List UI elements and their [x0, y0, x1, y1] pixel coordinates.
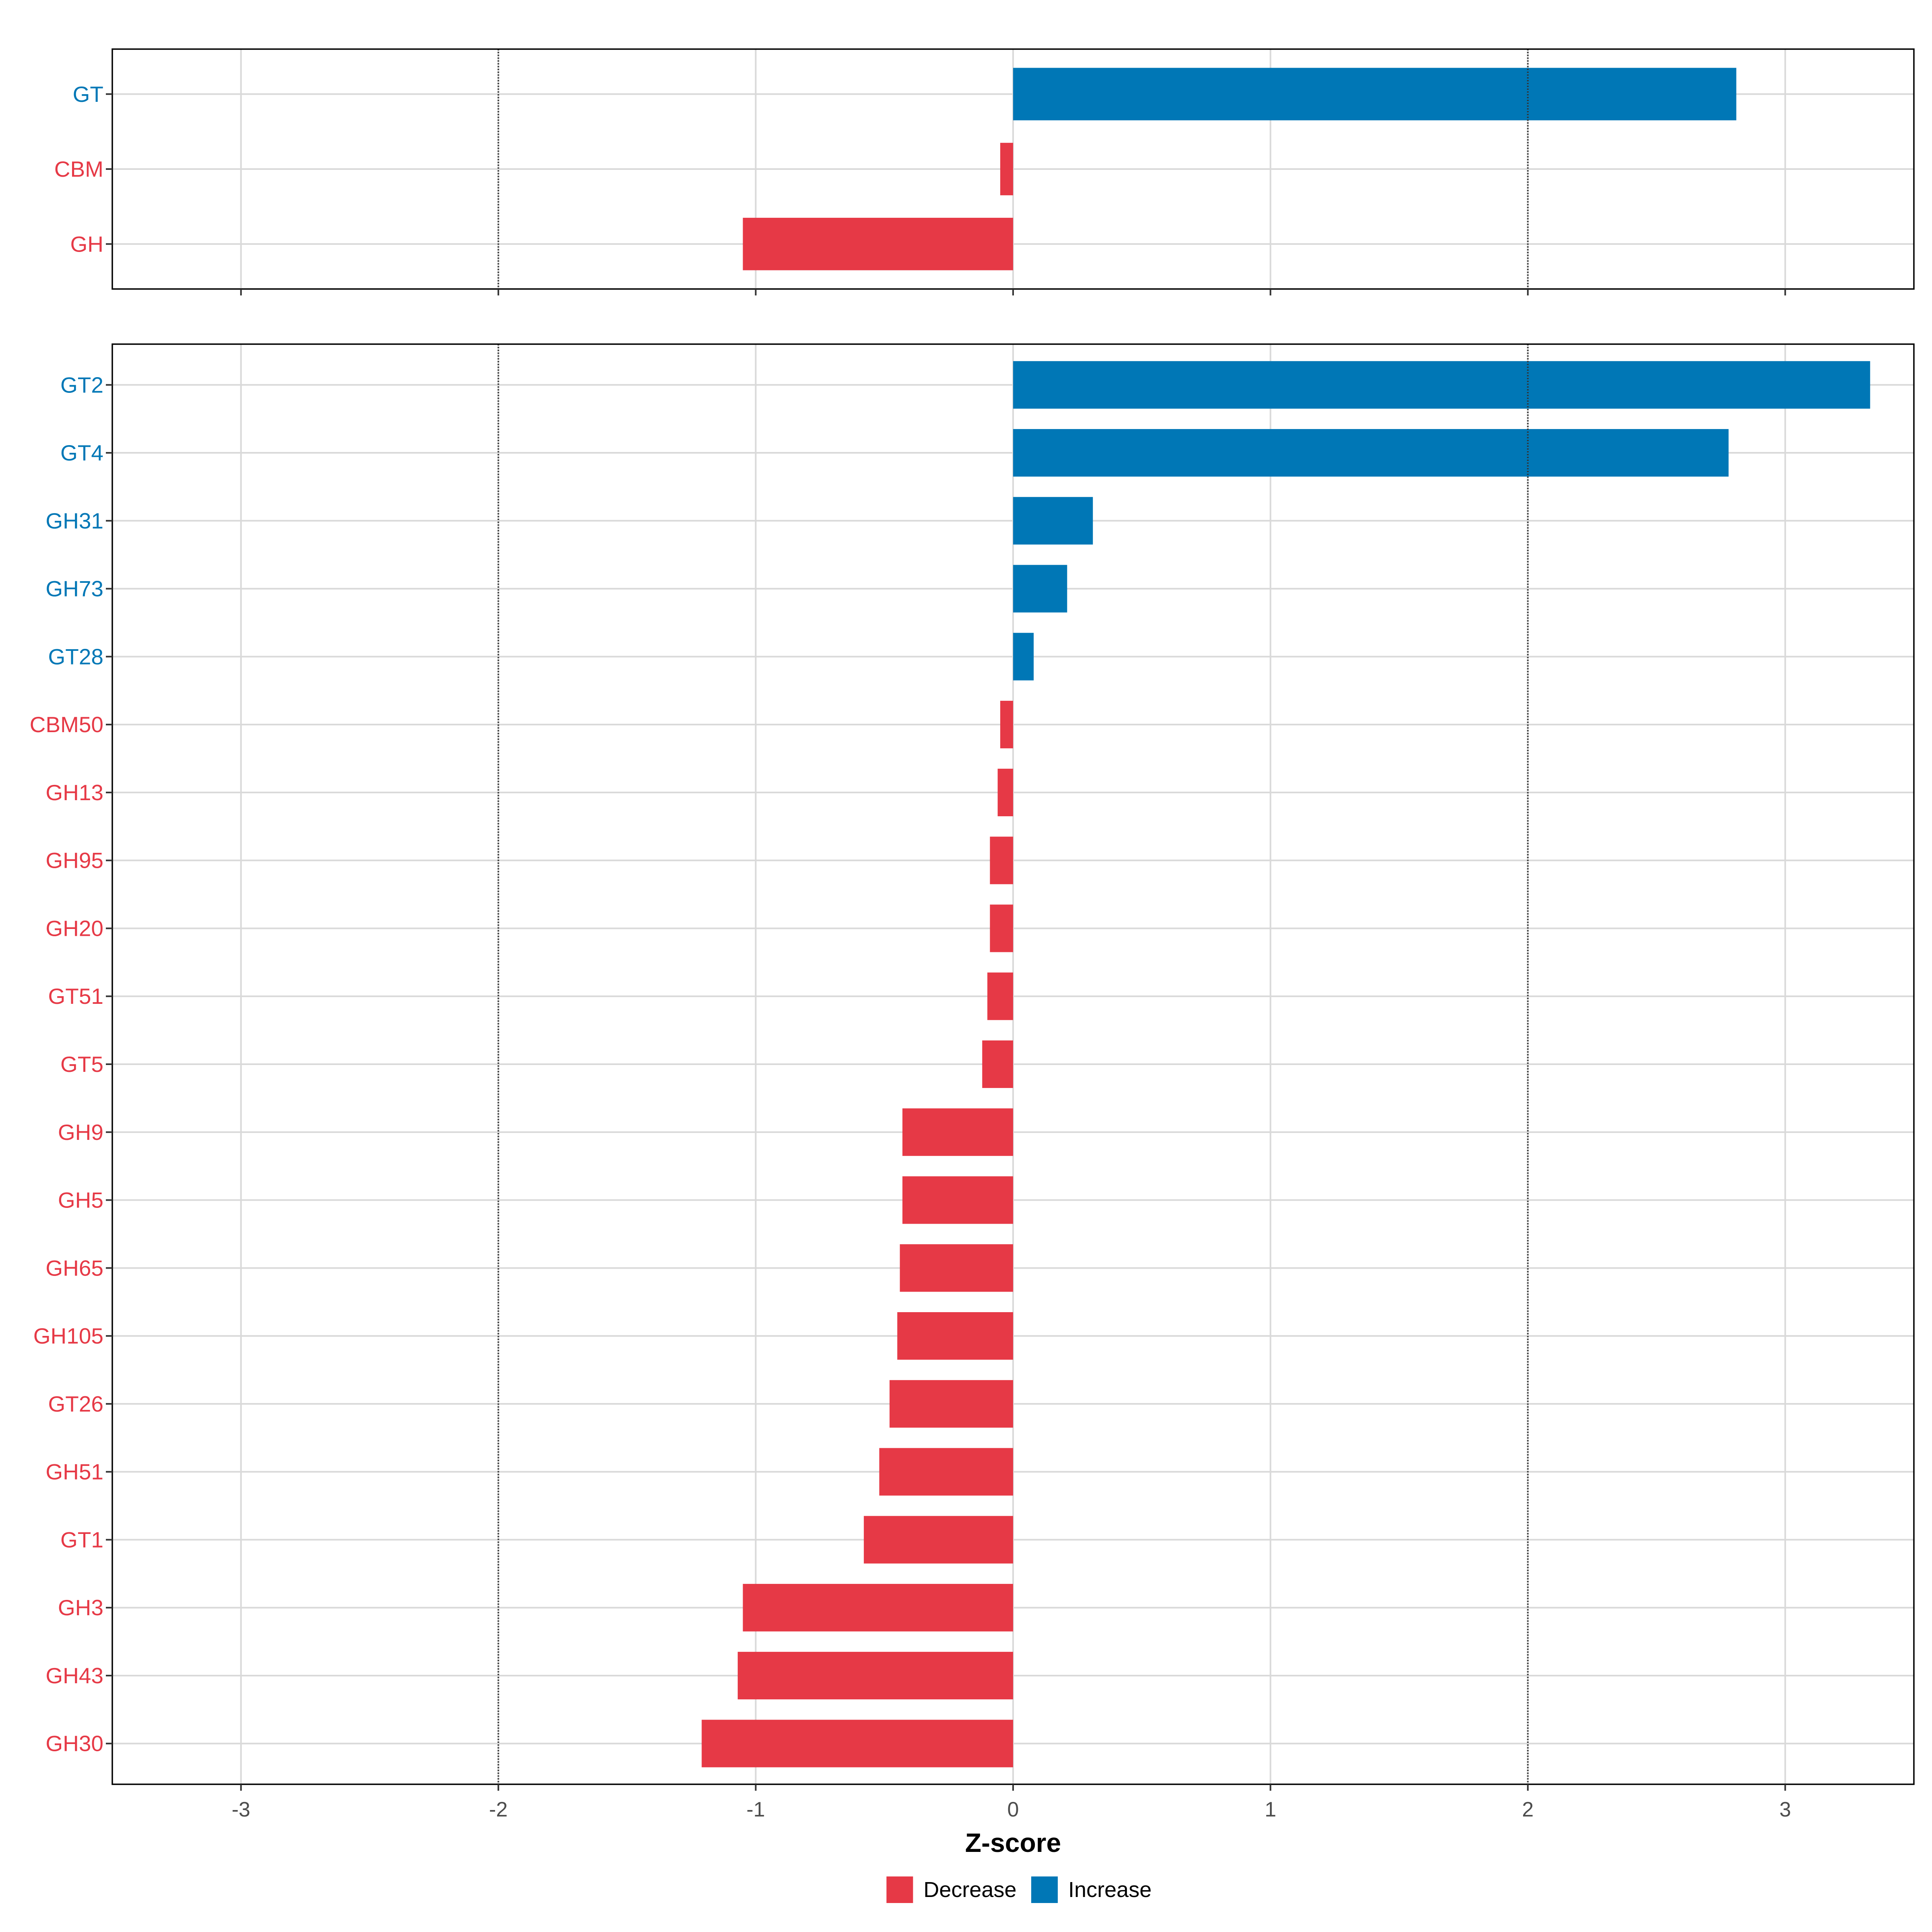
category-label: CBM: [54, 157, 103, 182]
category-label: GH9: [58, 1120, 103, 1145]
category-label: GH5: [58, 1188, 103, 1213]
bar-GH20: [990, 904, 1013, 952]
x-tick-label: 0: [1007, 1798, 1019, 1821]
bar-GH95: [990, 836, 1013, 884]
bar-GH73: [1013, 565, 1067, 613]
category-label: GT51: [48, 984, 103, 1009]
bar-GT4: [1013, 429, 1729, 477]
bar-GT26: [890, 1380, 1013, 1428]
legend-label-increase: Increase: [1068, 1878, 1152, 1902]
bar-GT2: [1013, 361, 1870, 409]
category-label: GH3: [58, 1595, 103, 1620]
bar-GH51: [879, 1448, 1013, 1496]
legend: Decrease Increase: [886, 1876, 1152, 1903]
bar-GH43: [737, 1651, 1013, 1700]
x-tick-label: -3: [232, 1798, 250, 1821]
x-axis-title: Z-score: [965, 1828, 1061, 1858]
category-label: GT1: [60, 1527, 103, 1552]
category-label: GH73: [45, 576, 103, 601]
category-label: GT5: [60, 1052, 103, 1077]
category-label: GH31: [45, 508, 103, 533]
category-label: GT26: [48, 1391, 103, 1416]
bar-GH65: [900, 1244, 1013, 1292]
bar-GH31: [1013, 497, 1093, 545]
category-label: GH65: [45, 1255, 103, 1280]
bar-GT: [1013, 68, 1736, 120]
category-label: GH13: [45, 780, 103, 805]
bar-GH3: [743, 1584, 1013, 1632]
category-label: GT28: [48, 644, 103, 669]
bar-GT5: [982, 1040, 1013, 1088]
x-tick-label: 1: [1265, 1798, 1276, 1821]
bar-GH9: [902, 1108, 1013, 1156]
bar-GH30: [702, 1719, 1013, 1767]
category-label: GH43: [45, 1663, 103, 1688]
bar-GT51: [987, 972, 1013, 1020]
category-label: GH20: [45, 916, 103, 941]
panel-bottom: GT2GT4GH31GH73GT28CBM50GH13GH95GH20GT51G…: [30, 343, 1915, 1858]
bar-GH105: [897, 1312, 1013, 1360]
bar-GH: [743, 218, 1013, 270]
category-label: GH105: [33, 1323, 103, 1348]
category-label: GH51: [45, 1459, 103, 1484]
bar-GH13: [997, 768, 1013, 816]
x-tick-label: 3: [1779, 1798, 1791, 1821]
legend-swatch-decrease: [886, 1876, 913, 1903]
panel-top: GT CBM GH: [54, 48, 1915, 295]
category-label: CBM50: [30, 712, 103, 737]
bar-CBM50: [1000, 701, 1013, 749]
category-label: GH: [70, 231, 104, 256]
legend-swatch-increase: [1031, 1876, 1058, 1903]
bar-GT1: [864, 1516, 1013, 1564]
bar-GT28: [1013, 633, 1034, 681]
bar-GH5: [902, 1176, 1013, 1224]
legend-label-decrease: Decrease: [923, 1878, 1016, 1902]
x-tick-label: -2: [489, 1798, 508, 1821]
bar-CBM: [1000, 142, 1013, 196]
x-tick-label: 2: [1522, 1798, 1534, 1821]
category-label: GT: [73, 82, 103, 107]
category-label: GT4: [60, 440, 103, 465]
category-label: GH30: [45, 1731, 103, 1756]
category-label: GT2: [60, 372, 103, 397]
category-label: GH95: [45, 848, 103, 873]
x-tick-label: -1: [746, 1798, 765, 1821]
